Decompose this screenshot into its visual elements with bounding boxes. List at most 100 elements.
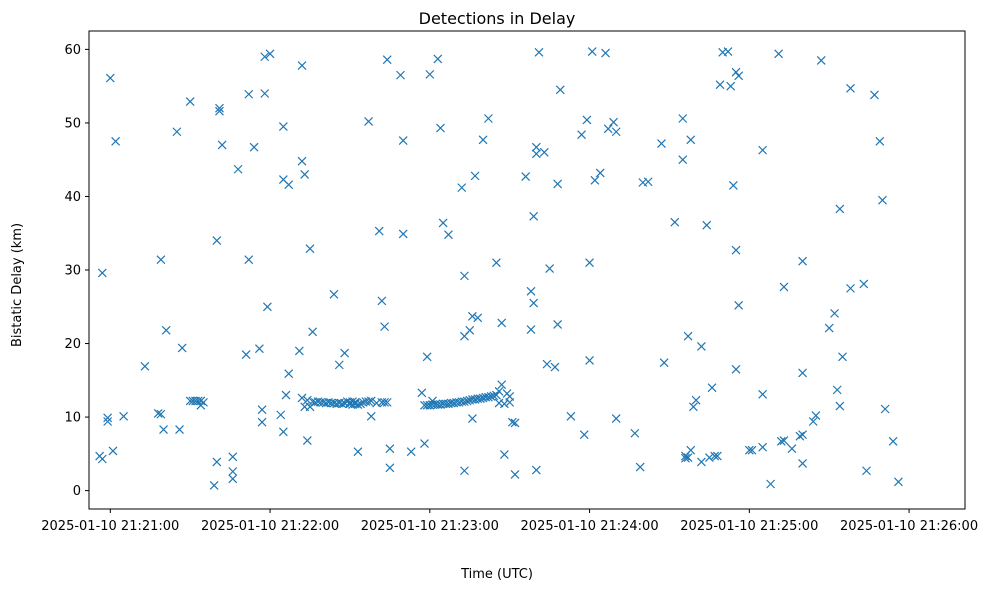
- data-point: [385, 444, 395, 454]
- data-point: [364, 397, 373, 407]
- x-axis-label: Time (UTC): [460, 567, 533, 582]
- data-point: [196, 396, 206, 406]
- data-point: [875, 136, 885, 146]
- data-point: [185, 97, 195, 107]
- data-point: [228, 467, 238, 476]
- data-point: [297, 61, 307, 70]
- data-point: [302, 395, 312, 405]
- data-point: [534, 47, 544, 57]
- data-point: [659, 358, 669, 368]
- data-point: [281, 390, 291, 400]
- data-point: [467, 414, 477, 423]
- data-point: [734, 71, 744, 81]
- data-point: [377, 296, 387, 306]
- data-point: [334, 360, 344, 370]
- data-point: [681, 453, 690, 463]
- data-point: [779, 282, 789, 292]
- data-point: [249, 142, 259, 152]
- data-point: [643, 177, 653, 187]
- data-point: [521, 172, 531, 182]
- data-point: [337, 399, 347, 409]
- data-point: [97, 268, 107, 278]
- x-axis: 2025-01-10 21:21:00 2025-01-10 21:22:00 20…: [41, 509, 978, 534]
- data-point: [657, 139, 666, 148]
- data-point: [630, 428, 640, 438]
- data-point: [257, 405, 267, 415]
- data-point: [156, 409, 166, 419]
- data-point: [595, 168, 605, 178]
- data-point: [726, 81, 736, 91]
- data-point: [103, 417, 113, 426]
- data-point: [465, 325, 475, 335]
- data-point: [233, 164, 243, 174]
- data-point: [510, 418, 520, 428]
- data-point: [217, 140, 227, 150]
- data-point: [356, 399, 366, 409]
- data-point: [483, 392, 493, 402]
- data-point: [297, 156, 307, 166]
- data-point: [603, 124, 613, 134]
- data-point: [177, 343, 187, 353]
- data-point: [433, 54, 443, 64]
- data-markers: [95, 47, 903, 490]
- data-point: [795, 431, 805, 441]
- data-point: [683, 331, 693, 341]
- data-point: [491, 258, 501, 268]
- data-point: [244, 89, 254, 99]
- data-point: [329, 289, 339, 299]
- data-point: [880, 404, 890, 414]
- data-point: [140, 361, 150, 371]
- data-point: [678, 155, 688, 165]
- data-point: [398, 136, 408, 145]
- data-point: [215, 106, 224, 116]
- data-point: [531, 465, 541, 475]
- data-point: [550, 362, 560, 372]
- chart-title: Detections in Delay: [419, 9, 576, 28]
- plot-frame: [88, 30, 966, 510]
- y-tick-label: 50: [64, 116, 81, 131]
- data-point: [436, 123, 445, 133]
- data-point: [529, 298, 539, 308]
- data-point: [731, 67, 741, 77]
- data-point: [686, 445, 696, 455]
- data-point: [385, 463, 395, 473]
- data-point: [542, 359, 552, 369]
- data-point: [744, 445, 754, 455]
- data-point: [734, 300, 744, 310]
- data-point: [553, 179, 563, 189]
- y-tick-label: 40: [64, 190, 81, 205]
- data-point: [686, 135, 696, 145]
- data-point: [678, 114, 688, 123]
- x-tick-label: 2025-01-10 21:21:00: [41, 519, 179, 534]
- data-point: [811, 411, 821, 421]
- data-point: [228, 452, 238, 462]
- data-point: [159, 425, 168, 435]
- data-point: [244, 255, 254, 265]
- data-point: [478, 135, 488, 145]
- data-point: [808, 417, 818, 426]
- data-point: [156, 255, 166, 265]
- data-point: [507, 417, 517, 427]
- data-point: [779, 436, 789, 446]
- data-point: [489, 391, 499, 401]
- data-point: [758, 389, 768, 399]
- data-point: [278, 427, 288, 437]
- data-point: [747, 445, 757, 455]
- data-point: [894, 477, 903, 487]
- data-point: [105, 73, 115, 83]
- x-tick-label: 2025-01-10 21:26:00: [840, 519, 978, 534]
- data-point: [611, 127, 621, 137]
- data-point: [499, 399, 509, 409]
- data-point: [297, 393, 307, 403]
- x-tick-label: 2025-01-10 21:25:00: [680, 519, 818, 534]
- data-point: [241, 350, 251, 359]
- data-point: [731, 245, 741, 255]
- data-point: [824, 323, 834, 333]
- data-point: [491, 390, 501, 400]
- data-point: [707, 383, 717, 393]
- data-point: [215, 103, 224, 113]
- data-point: [119, 411, 129, 421]
- data-point: [585, 356, 594, 365]
- data-point: [731, 364, 741, 374]
